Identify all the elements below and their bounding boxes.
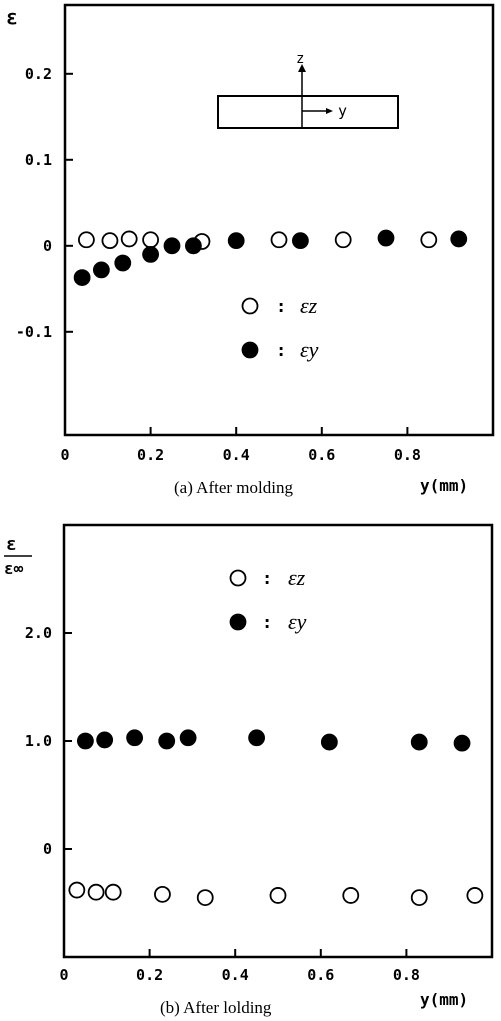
legend-b-filled-circle-icon [229, 613, 247, 631]
legend-a-filled-circle-icon [241, 341, 259, 359]
panel-a-caption: (a) After molding [174, 478, 293, 497]
panel-a-legend: : εz : εy [241, 293, 319, 362]
panel-a-plot-frame [63, 3, 495, 437]
data-point-filled [73, 269, 91, 287]
data-point-open [101, 232, 119, 250]
data-point-open [410, 889, 428, 906]
x-tick-label: 0.4 [222, 966, 249, 984]
data-point-filled [227, 232, 245, 250]
x-tick-label: 0.8 [394, 446, 421, 464]
inset-y-arrow-icon [326, 108, 333, 114]
panel-b-x-axis-label: y(mm) [420, 990, 468, 1009]
x-tick-label: 0.6 [307, 966, 334, 984]
x-tick-label: 0 [59, 966, 68, 984]
y-tick-label: 0.1 [25, 151, 52, 169]
panel-a-x-ticks: 0 0.2 0.4 0.6 0.8 [60, 427, 421, 464]
y-tick-label: 0 [43, 237, 52, 255]
legend-a-open-circle-icon [241, 297, 259, 315]
legend-a-sep-z: : [276, 297, 286, 317]
data-point-filled [142, 245, 160, 263]
data-point-filled [179, 729, 197, 747]
x-tick-label: 0.2 [136, 966, 163, 984]
panel-a-y-axis-label: ε [6, 5, 18, 29]
y-tick-label: 0.2 [25, 65, 52, 83]
panel-a-data-points [73, 229, 468, 287]
data-point-filled [248, 729, 266, 747]
data-point-open [270, 231, 288, 249]
panel-a-y-ticks: 0.2 0.1 0 -0.1 [16, 65, 73, 341]
inset-y-label: y [338, 102, 347, 120]
panel-b-y-axis-label-numerator: ε [6, 534, 17, 555]
data-point-open [154, 885, 171, 903]
data-point-open [78, 231, 95, 249]
data-point-open [68, 881, 86, 899]
data-point-filled [450, 230, 468, 248]
y-tick-label: -0.1 [16, 323, 52, 341]
data-point-filled [163, 237, 181, 255]
inset-z-arrow-icon [298, 64, 306, 72]
y-tick-label: 0 [43, 840, 52, 858]
legend-b-label-y: εy [288, 609, 307, 634]
x-tick-label: 0 [60, 446, 69, 464]
legend-a-label-z: εz [300, 293, 318, 318]
y-tick-label: 2.0 [25, 624, 52, 642]
panel-b-legend: : εz : εy [229, 565, 307, 634]
legend-b-label-z: εz [288, 565, 306, 590]
data-point-filled [377, 229, 395, 247]
panel-a: ε 0.2 0.1 0 -0.1 0 0.2 0.4 0.6 0.8 z y : εz : ε… [6, 3, 495, 497]
legend-b-sep-z: : [262, 569, 272, 589]
data-point-filled [158, 732, 176, 750]
data-point-open [87, 883, 105, 901]
data-point-open [196, 889, 214, 906]
data-point-open [466, 887, 484, 904]
inset-z-label: z [296, 51, 304, 67]
legend-a-label-y: εy [300, 337, 319, 362]
data-point-filled [77, 732, 94, 750]
panel-b-y-ticks: 2.0 1.0 0 [25, 624, 72, 858]
data-point-open [420, 231, 438, 249]
data-point-open [269, 887, 287, 904]
panel-b-x-ticks: 0 0.2 0.4 0.6 0.8 [59, 949, 420, 984]
data-point-filled [410, 733, 428, 751]
inset-cross-section-rect [217, 95, 399, 129]
data-point-filled [320, 733, 338, 751]
data-point-open [342, 887, 360, 904]
y-tick-label: 1.0 [25, 732, 52, 750]
panel-b-caption: (b) After lolding [160, 998, 272, 1017]
x-tick-label: 0.2 [137, 446, 164, 464]
panel-a-inset-diagram: z y [217, 51, 399, 129]
panel-b-y-axis-label-denominator: ε∞ [4, 559, 24, 578]
data-point-filled [184, 237, 202, 255]
data-point-open [120, 230, 138, 248]
legend-a-sep-y: : [276, 341, 286, 361]
data-point-filled [126, 729, 144, 747]
x-tick-label: 0.8 [393, 966, 420, 984]
panel-b: ε ε∞ 2.0 1.0 0 0 0.2 0.4 0.6 0.8 : εz : εy (b)… [4, 523, 494, 1017]
data-point-filled [114, 254, 132, 272]
panel-a-x-axis-label: y(mm) [420, 476, 468, 495]
x-tick-label: 0.4 [223, 446, 250, 464]
data-point-filled [291, 232, 309, 250]
legend-b-open-circle-icon [229, 569, 247, 587]
data-point-open [104, 883, 122, 901]
panel-b-data-points [68, 729, 484, 906]
x-tick-label: 0.6 [308, 446, 335, 464]
data-point-open [142, 231, 160, 249]
data-point-open [334, 231, 352, 249]
data-point-filled [453, 734, 471, 752]
data-point-filled [96, 731, 114, 749]
legend-b-sep-y: : [262, 613, 272, 633]
data-point-filled [92, 261, 110, 279]
